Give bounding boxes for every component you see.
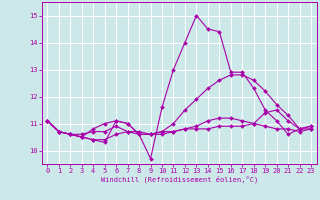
X-axis label: Windchill (Refroidissement éolien,°C): Windchill (Refroidissement éolien,°C)	[100, 176, 258, 183]
